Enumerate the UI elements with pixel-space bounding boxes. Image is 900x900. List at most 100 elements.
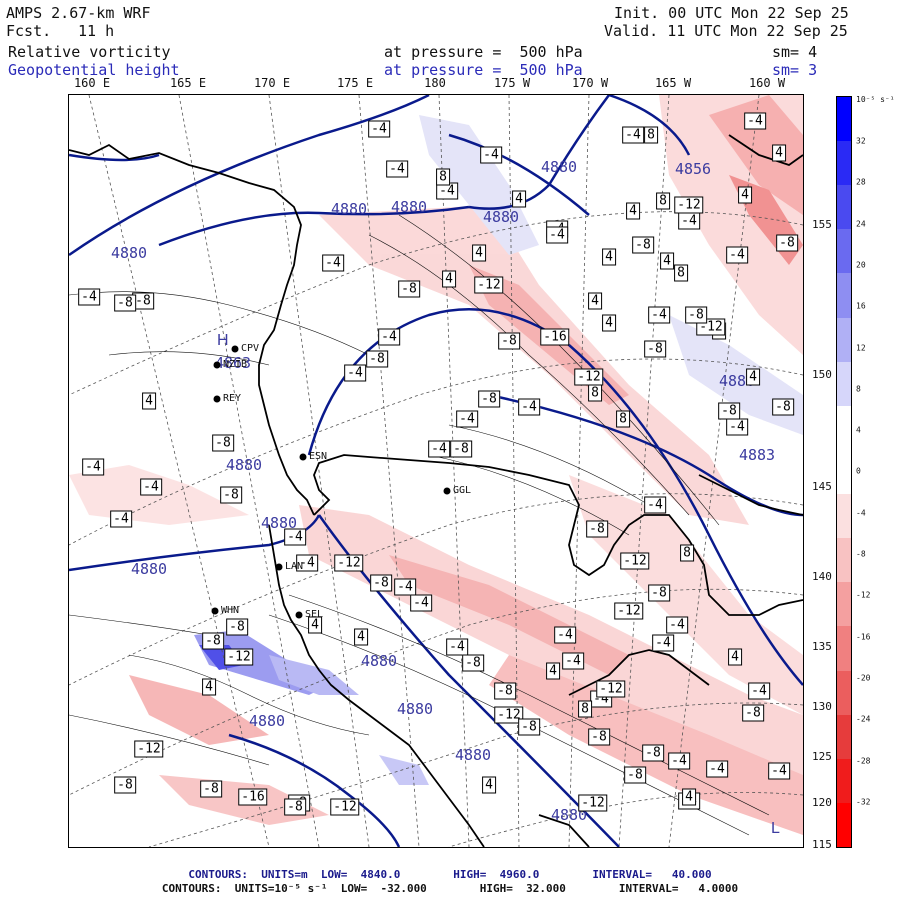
vorticity-contour-label: 4 bbox=[682, 788, 696, 806]
vorticity-contour-label: 8 bbox=[644, 126, 658, 144]
station-label: ESN bbox=[309, 451, 328, 462]
height-contour-info: CONTOURS: UNITS=m LOW= 4840.0 HIGH= 4960… bbox=[188, 868, 712, 881]
station-label: REY bbox=[223, 393, 242, 404]
longitude-label: 170 W bbox=[571, 76, 609, 90]
vorticity-contour-label: -8 bbox=[772, 398, 794, 416]
vorticity-contour-label: -4 bbox=[82, 458, 104, 476]
vorticity-contour-label: -8 bbox=[498, 332, 520, 350]
vorticity-contour-label: -4 bbox=[446, 638, 468, 656]
colorbar-tick: -20 bbox=[856, 673, 871, 683]
vorticity-contour-label: -4 bbox=[726, 246, 748, 264]
vorticity-contour-label: -12 bbox=[330, 798, 360, 816]
vorticity-contour-label: -4 bbox=[518, 398, 540, 416]
height-label: 4880 bbox=[260, 514, 298, 532]
colorbar-swatch bbox=[837, 141, 851, 186]
vorticity-contour-label: -8 bbox=[624, 766, 646, 784]
colorbar-swatch bbox=[837, 185, 851, 230]
vorticity-contour-label: -4 bbox=[284, 528, 306, 546]
vorticity-contour-label: 4 bbox=[746, 368, 760, 386]
model-title: AMPS 2.67-km WRF bbox=[6, 4, 151, 22]
height-label: 4880 bbox=[225, 456, 263, 474]
colorbar-swatch bbox=[837, 714, 851, 760]
colorbar-tick: -24 bbox=[856, 714, 871, 724]
station-label: SEL bbox=[305, 609, 324, 620]
vorticity-contour-label: -8 bbox=[478, 390, 500, 408]
colorbar-tick: 24 bbox=[856, 219, 866, 229]
height-label: 4863 bbox=[214, 354, 252, 372]
vorticity-contour-label: -4 bbox=[652, 634, 674, 652]
vorticity-contour-label: -8 bbox=[398, 280, 420, 298]
colorbar-tick: 12 bbox=[856, 343, 866, 352]
vorticity-contour-label: -4 bbox=[110, 510, 132, 528]
station-dot bbox=[275, 563, 283, 571]
station-dot bbox=[213, 361, 221, 369]
colorbar-tick: -32 bbox=[856, 797, 871, 807]
height-label: 4880 bbox=[482, 208, 520, 226]
vorticity-contour-label: -8 bbox=[644, 340, 666, 358]
height-label: 4880 bbox=[454, 746, 492, 764]
colorbar-tick: 16 bbox=[856, 301, 866, 311]
station-label: GGL bbox=[453, 485, 472, 496]
height-label: 4880 bbox=[360, 652, 398, 670]
station-dot bbox=[299, 453, 307, 461]
longitude-label: 160 W bbox=[748, 76, 786, 90]
vorticity-contour-label: -12 bbox=[334, 554, 364, 572]
vorticity-contour-label: -4 bbox=[648, 306, 670, 324]
colorbar-swatch bbox=[837, 449, 851, 495]
vorticity-contour-label: -4 bbox=[666, 616, 688, 634]
vorticity-contour-label: -4 bbox=[748, 682, 770, 700]
colorbar-swatch bbox=[837, 229, 851, 274]
vorticity-contour-label: -8 bbox=[366, 350, 388, 368]
vorticity-contour-label: -8 bbox=[114, 294, 136, 312]
vorticity-contour-label: 8 bbox=[656, 192, 670, 210]
field2-name: Geopotential height bbox=[8, 61, 180, 79]
vorticity-contour-label: -8 bbox=[718, 402, 740, 420]
vorticity-contour-label: 8 bbox=[578, 700, 592, 718]
station-label: CPV bbox=[241, 343, 260, 354]
station-dot bbox=[443, 487, 451, 495]
field1-name: Relative vorticity bbox=[8, 43, 171, 61]
colorbar-swatch bbox=[837, 582, 851, 627]
station-dot bbox=[231, 345, 239, 353]
height-label: 4880 bbox=[330, 200, 368, 218]
vorticity-contour-label: -4 bbox=[368, 120, 390, 138]
vorticity-contour-label: -4 bbox=[428, 440, 450, 458]
vorticity-contour-label: -8 bbox=[586, 520, 608, 538]
vorticity-contour-label: 4 bbox=[512, 190, 526, 208]
colorbar-swatch bbox=[837, 317, 851, 363]
colorbar-swatch bbox=[837, 494, 851, 539]
colorbar-tick: -16 bbox=[856, 632, 871, 642]
vorticity-contour-info: CONTOURS: UNITS=10⁻⁵ s⁻¹ LOW= -32.000 HI… bbox=[161, 882, 739, 895]
vorticity-contour-label: 4 bbox=[728, 648, 742, 666]
vorticity-contour-label: -4 bbox=[394, 578, 416, 596]
height-label: 4880 bbox=[110, 244, 148, 262]
height-label: 4883 bbox=[738, 446, 776, 464]
vorticity-contour-label: -4 bbox=[410, 594, 432, 612]
vorticity-contour-label: -4 bbox=[386, 160, 408, 178]
height-label: 4880 bbox=[540, 158, 578, 176]
colorbar-tick: -28 bbox=[856, 756, 871, 765]
longitude-label: 175 W bbox=[493, 76, 531, 90]
vorticity-contour-label: 8 bbox=[436, 168, 450, 186]
vorticity-contour-label: 4 bbox=[308, 616, 322, 634]
vorticity-contour-label: -4 bbox=[480, 146, 502, 164]
vorticity-contour-label: -4 bbox=[436, 182, 458, 200]
vorticity-contour-label: 4 bbox=[482, 776, 496, 794]
vorticity-contour-label: 4 bbox=[660, 252, 674, 270]
vorticity-contour-label: -12 bbox=[620, 552, 650, 570]
vorticity-contour-label: -4 bbox=[706, 760, 728, 778]
vorticity-contour-label: -4 bbox=[78, 288, 100, 306]
vorticity-contour-label: -8 bbox=[642, 744, 664, 762]
vorticity-contour-label: -4 bbox=[378, 328, 400, 346]
vorticity-contour-label: -8 bbox=[588, 728, 610, 746]
vorticity-contour-label: -8 bbox=[200, 780, 222, 798]
vorticity-contour-label: 8 bbox=[674, 264, 688, 282]
vorticity-contour-label: -8 bbox=[776, 234, 798, 252]
vorticity-contour-label: 4 bbox=[202, 678, 216, 696]
vorticity-contour-label: -4 bbox=[562, 652, 584, 670]
height-label: 4880 bbox=[390, 198, 428, 216]
colorbar-swatch bbox=[837, 670, 851, 716]
station-label: WHN bbox=[221, 605, 240, 616]
colorbar-swatch bbox=[837, 802, 851, 848]
colorbar-tick: 0 bbox=[856, 466, 861, 476]
